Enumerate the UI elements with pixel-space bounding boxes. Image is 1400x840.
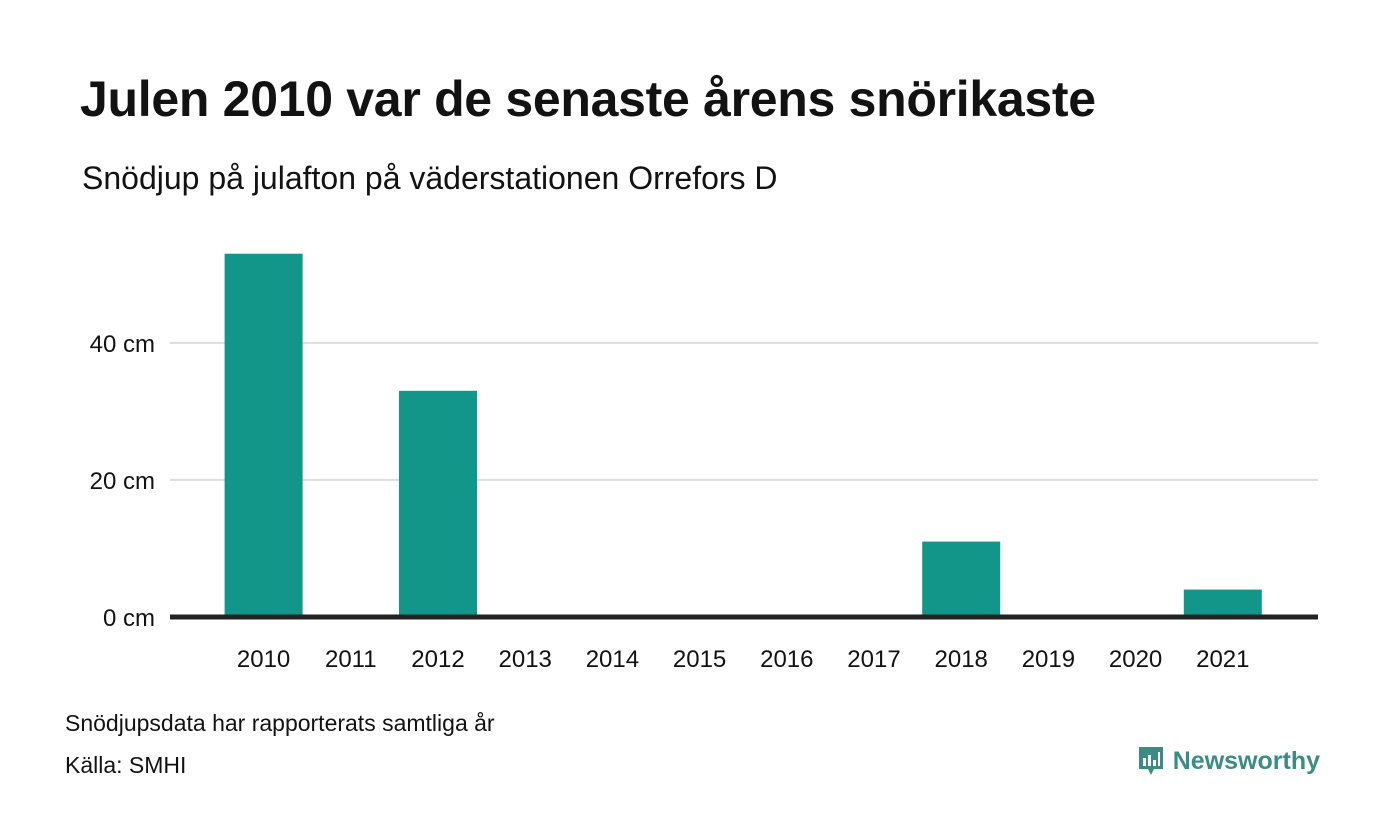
x-tick-label: 2021 (1196, 646, 1249, 673)
x-tick-label: 2014 (586, 646, 639, 673)
bar-2012 (399, 390, 477, 617)
x-tick-label: 2018 (935, 646, 988, 673)
x-tick-label: 2019 (1022, 646, 1075, 673)
x-tick-label: 2012 (411, 646, 464, 673)
data-note: Snödjupsdata har rapporterats samtliga å… (65, 710, 495, 736)
bar-2018 (922, 541, 1001, 617)
x-tick-label: 2016 (760, 646, 813, 673)
bar-2021 (1183, 589, 1262, 617)
gridlines (170, 341, 1318, 481)
bars (224, 253, 1262, 617)
x-tick-label: 2015 (673, 646, 726, 673)
newsworthy-logo-icon (1138, 747, 1163, 775)
chart-title: Julen 2010 var de senaste årens snörikas… (80, 71, 1096, 127)
x-axis-ticks: 2010 2011 2012 2013 2014 2015 2016 2017 2018 2019… (237, 646, 1250, 673)
brand-logo: Newsworthy (1137, 745, 1320, 777)
chart-subtitle: Snödjup på julafton på väderstationen Or… (82, 160, 778, 196)
x-tick-label: 2011 (325, 646, 377, 673)
x-tick-label: 2010 (237, 646, 290, 673)
y-tick-label: 40 cm (90, 331, 155, 358)
x-tick-label: 2013 (499, 646, 552, 673)
y-tick-label: 20 cm (90, 468, 155, 495)
source-text: Källa: SMHI (65, 752, 187, 778)
x-tick-label: 2020 (1109, 646, 1162, 673)
x-tick-label: 2017 (847, 646, 900, 673)
brand-name: Newsworthy (1172, 746, 1320, 775)
bar-2010 (224, 253, 303, 617)
y-axis-ticks: 0 cm 20 cm 40 cm (90, 331, 155, 632)
y-tick-label: 0 cm (103, 605, 155, 632)
